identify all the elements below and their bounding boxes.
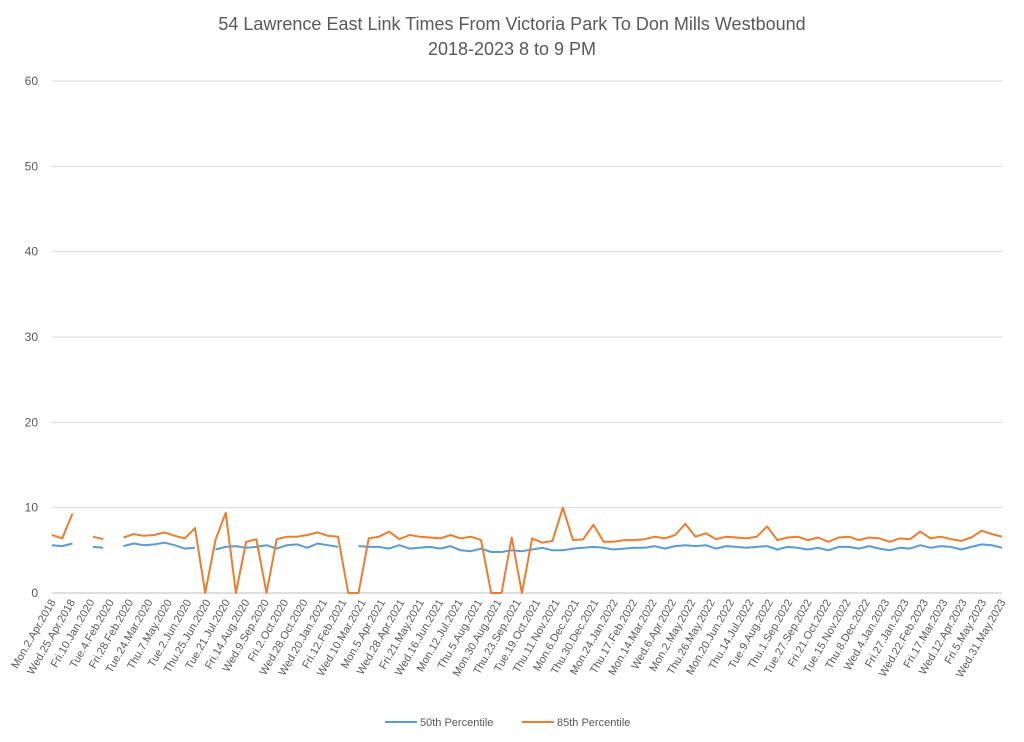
series-line-p50 — [51, 541, 1003, 553]
legend-label: 50th Percentile — [420, 717, 493, 729]
y-tick-label: 60 — [25, 74, 39, 88]
series-line-p85 — [51, 506, 1003, 594]
y-tick-label: 10 — [25, 501, 39, 515]
x-axis-ticks: Mon.2.Apr.2018Wed.25.Apr.2018Fri.10.Jan.… — [9, 597, 1008, 679]
chart-subtitle: 2018-2023 8 to 9 PM — [428, 39, 596, 59]
y-axis-ticks: 0 10 20 30 40 50 60 — [25, 74, 39, 600]
series-lines — [51, 506, 1003, 594]
y-tick-label: 40 — [25, 245, 39, 259]
y-tick-label: 30 — [25, 330, 39, 344]
legend-label: 85th Percentile — [557, 717, 630, 729]
chart-title: 54 Lawrence East Link Times From Victori… — [218, 14, 805, 34]
legend: 50th Percentile 85th Percentile — [385, 717, 630, 729]
y-tick-label: 0 — [31, 586, 38, 600]
gridlines — [52, 80, 1002, 594]
y-tick-label: 50 — [25, 159, 39, 173]
y-tick-label: 20 — [25, 415, 39, 429]
